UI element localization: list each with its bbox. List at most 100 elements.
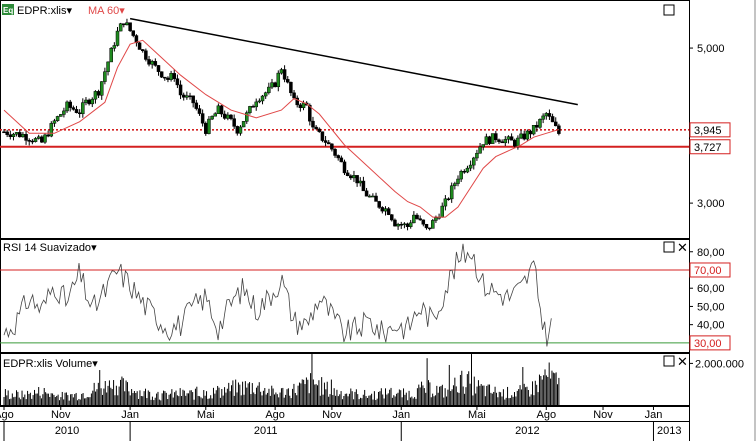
price-candles <box>2 18 561 231</box>
rsi-title[interactable]: RSI 14 Suavizado▾ <box>3 242 97 254</box>
rsi-maximize-button[interactable] <box>663 241 675 253</box>
volume-maximize-button[interactable] <box>663 355 675 367</box>
legend-ma60[interactable]: MA 60▾ <box>88 5 125 17</box>
candle-body <box>18 132 22 138</box>
chevron-down-icon[interactable]: ▾ <box>92 358 98 370</box>
candle-body <box>364 190 369 197</box>
candle-body <box>125 22 129 26</box>
year-label: 2011 <box>254 425 278 437</box>
rsi-level-box <box>689 262 731 278</box>
candle-body <box>213 113 217 117</box>
candle-body <box>175 78 180 86</box>
volume-bars <box>3 354 560 405</box>
candle-body <box>367 195 372 198</box>
candle-body <box>333 148 337 156</box>
candle-body <box>159 71 164 78</box>
candle-body <box>8 134 13 137</box>
candle-body <box>424 223 429 229</box>
chevron-down-icon[interactable]: ▾ <box>119 5 125 17</box>
candle-body <box>311 120 315 128</box>
candle-body <box>150 61 154 65</box>
candle-body <box>33 138 38 142</box>
candle-body <box>472 157 476 166</box>
candle-body <box>481 144 485 148</box>
x-tick-label: Nov <box>322 409 342 421</box>
candle-body <box>380 207 385 212</box>
x-tick-label: Mai <box>197 409 215 421</box>
candle-body <box>55 116 60 122</box>
candle-body <box>248 106 252 113</box>
volume-title[interactable]: EDPR:xlis Volume▾ <box>3 358 98 370</box>
rsi-close-icon[interactable]: ✕ <box>677 240 688 255</box>
year-label: 2010 <box>55 425 79 437</box>
candle-body <box>487 136 492 144</box>
candle-body <box>140 49 145 52</box>
candle-body <box>204 122 208 134</box>
candle-body <box>87 99 91 105</box>
candle-body <box>402 223 407 226</box>
candle-body <box>59 114 63 117</box>
candle-body <box>282 69 287 80</box>
candle-body <box>330 143 334 150</box>
candle-body <box>339 157 344 163</box>
candle-body <box>383 208 388 212</box>
candle-body <box>506 136 511 140</box>
candle-body <box>229 114 233 119</box>
x-tick-label: Jan <box>392 409 410 421</box>
candle-body <box>544 113 549 117</box>
volume-ytick-label: 2.000.000 <box>695 358 744 370</box>
candle-body <box>74 109 79 113</box>
candle-body <box>522 133 526 140</box>
price-maximize-button[interactable] <box>663 4 675 16</box>
candle-body <box>298 104 303 109</box>
rsi-ytick-label: 40,00 <box>697 320 725 332</box>
candle-body <box>408 222 413 227</box>
candle-body <box>251 106 255 108</box>
candle-body <box>415 214 419 219</box>
candle-body <box>241 121 246 128</box>
chevron-down-icon[interactable]: ▾ <box>67 5 73 17</box>
candle-body <box>232 118 236 127</box>
candle-body <box>131 30 136 36</box>
hline-label-box <box>689 122 731 138</box>
candle-body <box>52 120 57 124</box>
ma60-line[interactable] <box>3 39 560 218</box>
candle-body <box>222 113 227 119</box>
candle-body <box>349 175 353 179</box>
candle-body <box>345 172 350 177</box>
year-label: 2013 <box>657 425 681 437</box>
price-ytick-label: 3,000 <box>697 198 725 210</box>
candle-body <box>263 92 268 97</box>
chevron-down-icon[interactable]: ▾ <box>91 242 97 254</box>
x-tick-label: Ago <box>265 409 285 421</box>
candle-body <box>166 77 170 80</box>
x-tick-label: Ago <box>536 409 556 421</box>
candle-body <box>181 94 186 98</box>
candle-body <box>393 219 397 227</box>
candle-body <box>374 195 378 202</box>
candle-body <box>317 128 322 132</box>
candle-body <box>276 72 281 88</box>
trendline[interactable] <box>129 17 578 106</box>
candle-body <box>219 105 224 115</box>
candle-body <box>210 115 214 120</box>
x-tick-label: Ago <box>0 409 14 421</box>
candle-body <box>538 119 542 128</box>
candle-body <box>446 198 451 201</box>
candle-body <box>191 95 195 104</box>
candle-body <box>336 155 340 159</box>
candle-body <box>323 140 328 143</box>
legend-symbol[interactable]: EDPR:xlis▾ <box>17 5 73 17</box>
candle-body <box>2 131 6 134</box>
candle-body <box>14 132 19 135</box>
candle-body <box>147 59 151 65</box>
x-tick-label: Nov <box>593 409 613 421</box>
candle-body <box>188 95 192 98</box>
volume-close-icon[interactable]: ✕ <box>677 354 688 369</box>
candle-body <box>503 139 508 144</box>
candle-body <box>96 91 101 96</box>
rsi-line[interactable] <box>3 243 552 347</box>
candle-body <box>178 84 183 96</box>
candle-body <box>386 208 391 215</box>
